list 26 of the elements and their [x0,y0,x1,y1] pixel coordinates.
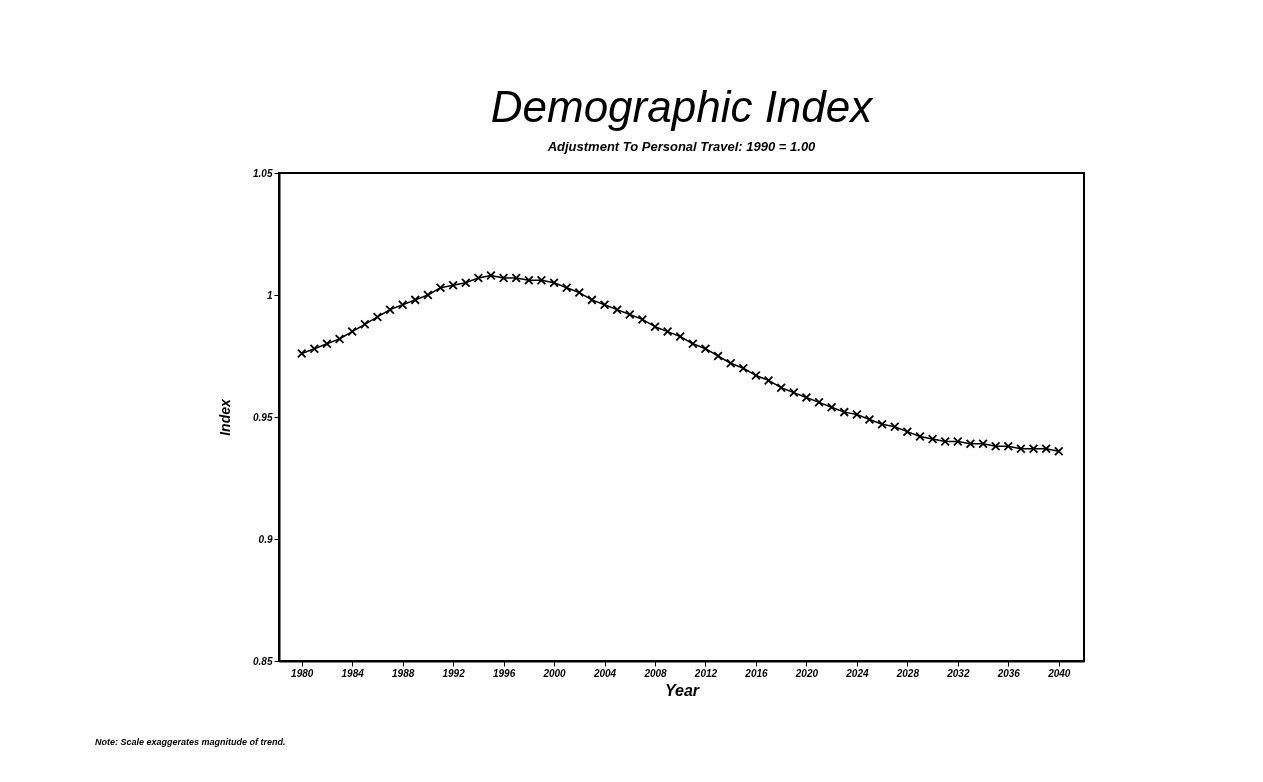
x-tick-label: 2036 [996,667,1021,679]
chart-subtitle: Adjustment To Personal Travel: 1990 = 1.00 [546,139,817,154]
x-tick-label: 2028 [895,667,920,679]
x-tick-label: 2000 [542,667,567,679]
y-tick-label: 0.9 [258,533,273,545]
text: Note: Scale exaggerates magnitude of trend. [95,737,286,747]
x-axis-title: Year [664,681,700,699]
x-tick-label: 1996 [492,667,516,679]
y-axis-title: Index [217,398,234,436]
x-tick-label: 1980 [291,667,314,679]
x-tick-label: 1984 [341,667,365,679]
x-tick-label: 2024 [845,667,869,679]
x-tick-label: 1988 [392,667,415,679]
x-tick-label: 2040 [1047,667,1071,679]
x-tick-label: 2004 [592,667,617,679]
x-tick-label: 2032 [946,667,970,679]
y-tick-label: 0.85 [253,655,273,667]
x-tick-label: 2016 [744,667,768,679]
x-tick-label: 2020 [794,667,819,679]
chart-title: Demographic Index [490,82,875,131]
y-tick-label: 0.95 [253,411,273,423]
x-tick-label: 2008 [643,667,668,679]
x-tick-label: 1992 [442,667,466,679]
y-tick-label: 1 [266,289,273,301]
y-tick-label: 1.05 [253,167,273,179]
x-tick-label: 2012 [693,667,718,679]
